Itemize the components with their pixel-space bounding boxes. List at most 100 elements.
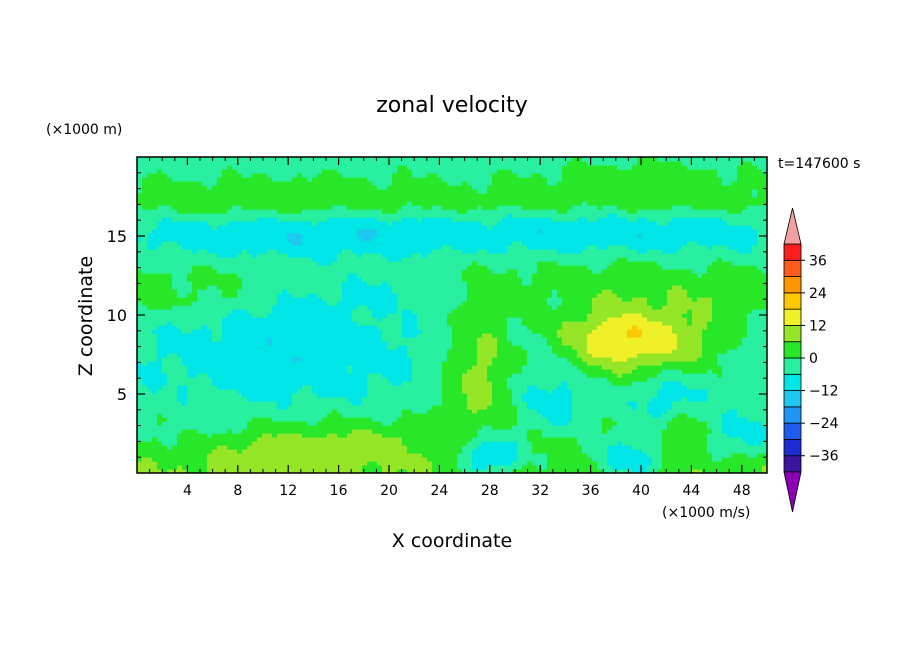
contour-cell — [167, 337, 173, 342]
contour-cell — [757, 365, 763, 370]
contour-cell — [172, 425, 178, 430]
contour-cell — [247, 461, 253, 466]
contour-cell — [142, 449, 148, 454]
contour-cell — [607, 321, 613, 326]
contour-cell — [352, 393, 358, 398]
contour-cell — [617, 397, 623, 402]
contour-cell — [437, 321, 443, 326]
contour-cell — [447, 449, 453, 454]
contour-cell — [317, 397, 323, 402]
contour-cell — [667, 317, 673, 322]
contour-cell — [157, 349, 163, 354]
contour-cell — [467, 341, 473, 346]
contour-cell — [462, 461, 468, 466]
contour-cell — [652, 325, 658, 330]
contour-cell — [752, 329, 758, 334]
contour-cell — [677, 381, 683, 386]
contour-cell — [752, 361, 758, 366]
contour-cell — [417, 377, 423, 382]
contour-cell — [292, 385, 298, 390]
contour-cell — [337, 445, 343, 450]
contour-cell — [432, 461, 438, 466]
contour-cell — [512, 429, 518, 434]
contour-cell — [167, 449, 173, 454]
contour-cell — [667, 445, 673, 450]
contour-cell — [492, 313, 498, 318]
contour-cell — [702, 445, 708, 450]
contour-cell — [562, 341, 568, 346]
contour-cell — [327, 401, 333, 406]
contour-cell — [587, 349, 593, 354]
contour-cell — [262, 425, 268, 430]
contour-cell — [182, 413, 188, 418]
contour-cell — [187, 333, 193, 338]
contour-cell — [632, 369, 638, 374]
contour-cell — [667, 389, 673, 394]
contour-cell — [257, 317, 263, 322]
contour-cell — [357, 325, 363, 330]
contour-cell — [332, 337, 338, 342]
contour-cell — [757, 317, 763, 322]
contour-cell — [247, 361, 253, 366]
contour-cell — [582, 417, 588, 422]
contour-cell — [697, 429, 703, 434]
contour-cell — [477, 341, 483, 346]
contour-cell — [422, 345, 428, 350]
contour-cell — [282, 425, 288, 430]
contour-cell — [187, 397, 193, 402]
contour-cell — [142, 469, 148, 473]
contour-cell — [187, 325, 193, 330]
contour-cell — [142, 317, 148, 322]
contour-cell — [252, 445, 258, 450]
contour-cell — [732, 433, 738, 438]
contour-cell — [637, 357, 643, 362]
contour-cell — [297, 437, 303, 442]
contour-cell — [302, 313, 308, 318]
contour-cell — [232, 377, 238, 382]
contour-cell — [207, 393, 213, 398]
contour-cell — [732, 349, 738, 354]
contour-cell — [237, 317, 243, 322]
contour-cell — [592, 397, 598, 402]
contour-cell — [407, 357, 413, 362]
contour-cell — [642, 381, 648, 386]
contour-cell — [652, 361, 658, 366]
contour-cell — [592, 465, 598, 470]
contour-cell — [747, 381, 753, 386]
contour-cell — [552, 409, 558, 414]
contour-cell — [422, 429, 428, 434]
contour-cell — [217, 461, 223, 466]
contour-cell — [532, 377, 538, 382]
contour-cell — [672, 429, 678, 434]
contour-cell — [597, 317, 603, 322]
contour-cell — [592, 357, 598, 362]
contour-cell — [302, 365, 308, 370]
contour-cell — [542, 465, 548, 470]
contour-cell — [627, 341, 633, 346]
contour-cell — [657, 413, 663, 418]
contour-cell — [552, 433, 558, 438]
contour-cell — [272, 437, 278, 442]
contour-cell — [217, 333, 223, 338]
contour-cell — [577, 381, 583, 386]
contour-cell — [737, 401, 743, 406]
contour-cell — [472, 469, 478, 473]
contour-cell — [542, 413, 548, 418]
contour-cell — [222, 437, 228, 442]
contour-cell — [737, 373, 743, 378]
contour-cell — [552, 345, 558, 350]
contour-cell — [337, 413, 343, 418]
contour-cell — [637, 353, 643, 358]
contour-cell — [347, 381, 353, 386]
contour-cell — [297, 445, 303, 450]
contour-cell — [292, 421, 298, 426]
contour-cell — [597, 449, 603, 454]
contour-cell — [712, 449, 718, 454]
contour-cell — [582, 401, 588, 406]
contour-cell — [467, 365, 473, 370]
contour-cell — [357, 381, 363, 386]
contour-cell — [517, 433, 523, 438]
contour-cell — [327, 409, 333, 414]
contour-cell — [137, 361, 143, 366]
contour-cell — [692, 349, 698, 354]
